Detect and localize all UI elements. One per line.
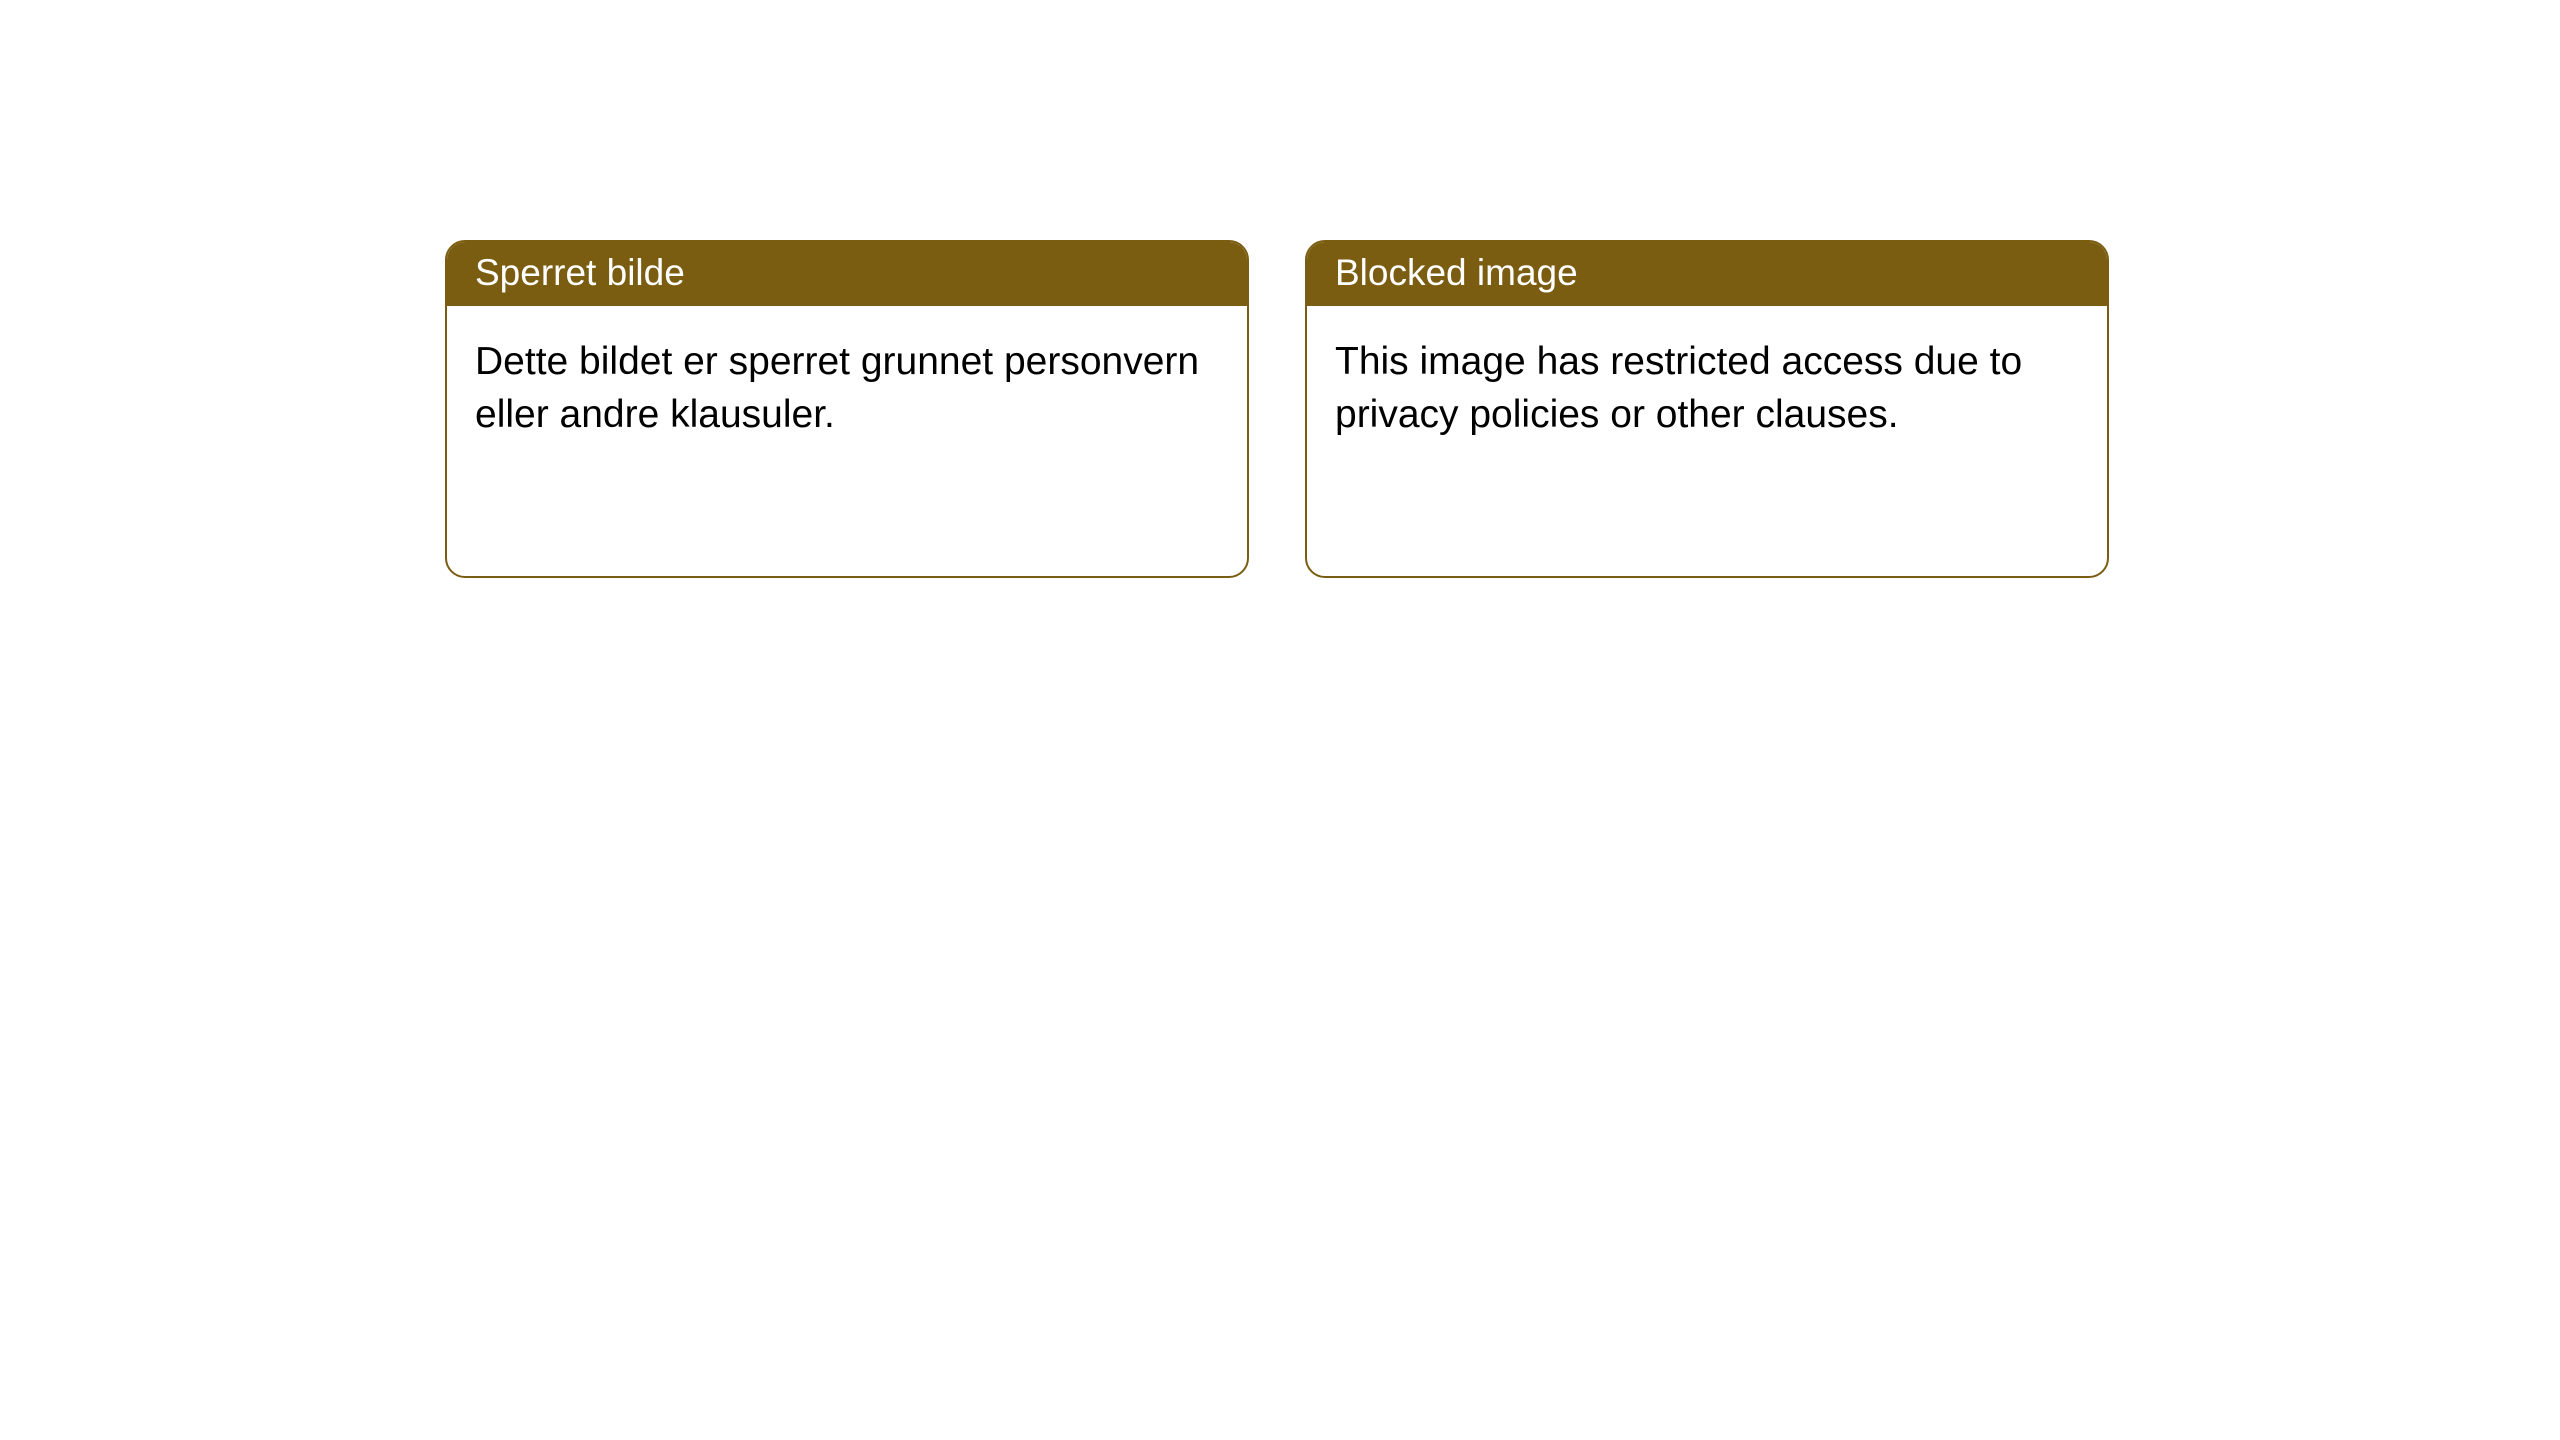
notice-header: Sperret bilde [447, 242, 1247, 306]
notice-body: Dette bildet er sperret grunnet personve… [447, 306, 1247, 576]
notice-card-norwegian: Sperret bilde Dette bildet er sperret gr… [445, 240, 1249, 578]
notice-body: This image has restricted access due to … [1307, 306, 2107, 576]
notice-container: Sperret bilde Dette bildet er sperret gr… [445, 240, 2109, 578]
notice-card-english: Blocked image This image has restricted … [1305, 240, 2109, 578]
notice-header: Blocked image [1307, 242, 2107, 306]
